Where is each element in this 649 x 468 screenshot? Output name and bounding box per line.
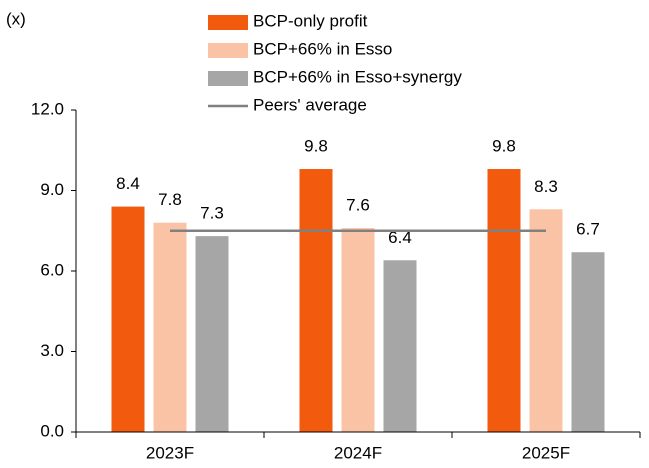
data-label: 6.7 (576, 220, 600, 239)
bar (299, 169, 333, 433)
bar (195, 236, 229, 432)
legend-swatch (208, 15, 248, 30)
y-tick-label: 0.0 (40, 421, 64, 440)
bar (383, 260, 417, 432)
legend-swatch (208, 43, 248, 58)
y-tick-label: 9.0 (40, 180, 64, 199)
data-label: 8.3 (534, 177, 558, 196)
data-label: 7.6 (346, 196, 370, 215)
data-label: 6.4 (388, 228, 412, 247)
bar (487, 169, 521, 433)
bar (153, 222, 187, 432)
x-tick-label: 2025F (522, 443, 570, 462)
bar (571, 252, 605, 432)
legend-label: BCP+66% in Esso (253, 39, 392, 58)
data-label: 8.4 (116, 174, 140, 193)
data-label: 9.8 (304, 137, 328, 156)
legend-label: BCP+66% in Esso+synergy (253, 67, 462, 86)
y-axis-label: (x) (6, 9, 26, 28)
data-label: 9.8 (492, 137, 516, 156)
y-tick-label: 12.0 (31, 99, 64, 118)
legend-label: Peers' average (253, 95, 367, 114)
bar (529, 209, 563, 432)
bar (111, 206, 145, 432)
bar (341, 228, 375, 432)
y-tick-label: 3.0 (40, 341, 64, 360)
y-tick-label: 6.0 (40, 260, 64, 279)
x-tick-label: 2023F (146, 443, 194, 462)
x-tick-label: 2024F (334, 443, 382, 462)
data-label: 7.3 (200, 204, 224, 223)
legend-label: BCP-only profit (253, 11, 368, 30)
legend-swatch (208, 71, 248, 86)
data-label: 7.8 (158, 190, 182, 209)
